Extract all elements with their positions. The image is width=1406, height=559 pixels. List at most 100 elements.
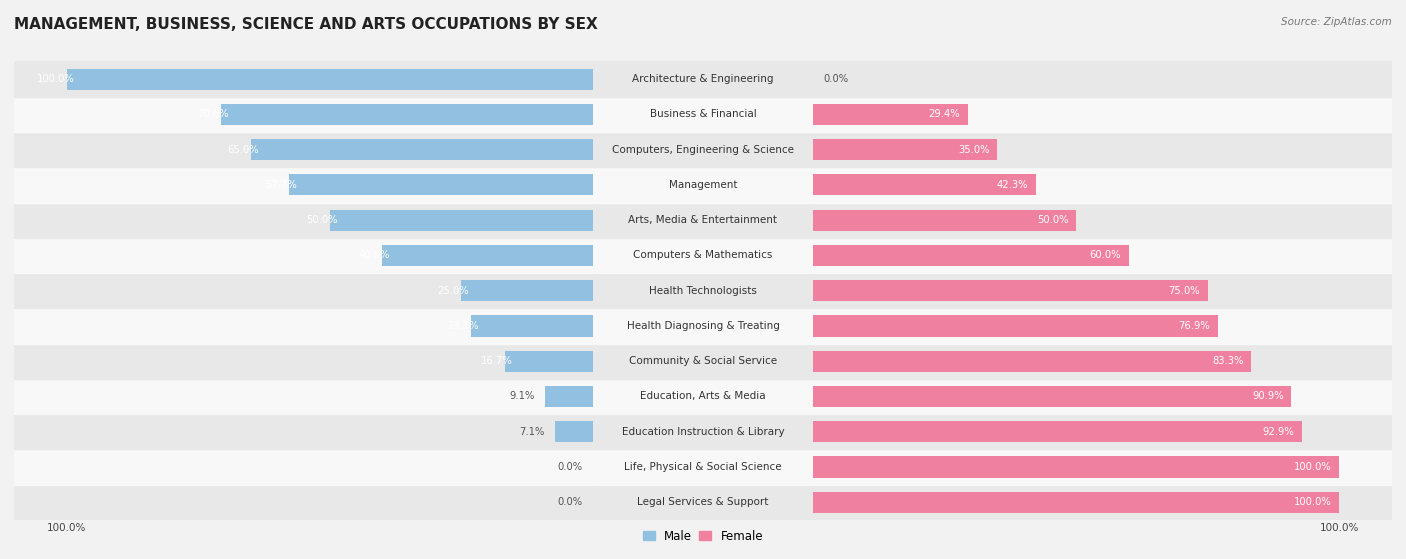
Bar — [593, 132, 813, 167]
Text: 76.9%: 76.9% — [1178, 321, 1211, 331]
Text: 92.9%: 92.9% — [1263, 427, 1294, 437]
Text: Computers & Mathematics: Computers & Mathematics — [633, 250, 773, 260]
Text: Legal Services & Support: Legal Services & Support — [637, 498, 769, 507]
Bar — [813, 167, 1392, 202]
Text: 0.0%: 0.0% — [557, 498, 582, 507]
Text: Education Instruction & Library: Education Instruction & Library — [621, 427, 785, 437]
Bar — [813, 202, 1392, 238]
Bar — [471, 315, 593, 337]
Bar — [593, 167, 813, 202]
Bar — [813, 210, 1076, 231]
Bar — [813, 238, 1392, 273]
Bar — [813, 139, 997, 160]
Bar — [813, 61, 1392, 97]
Text: Life, Physical & Social Science: Life, Physical & Social Science — [624, 462, 782, 472]
Text: Source: ZipAtlas.com: Source: ZipAtlas.com — [1281, 17, 1392, 27]
Bar — [505, 350, 593, 372]
Bar — [330, 210, 593, 231]
Text: 35.0%: 35.0% — [957, 145, 990, 155]
Bar — [14, 273, 593, 309]
Bar — [813, 273, 1392, 309]
Bar — [14, 167, 593, 202]
Bar — [593, 309, 813, 344]
Bar — [221, 104, 593, 125]
Bar — [14, 202, 593, 238]
Bar — [813, 414, 1392, 449]
Bar — [14, 379, 593, 414]
Text: Computers, Engineering & Science: Computers, Engineering & Science — [612, 145, 794, 155]
Bar — [66, 69, 593, 89]
Text: 83.3%: 83.3% — [1212, 356, 1243, 366]
Bar — [813, 344, 1392, 379]
Bar — [813, 97, 1392, 132]
Bar — [14, 132, 593, 167]
Bar — [813, 386, 1292, 407]
Text: Community & Social Service: Community & Social Service — [628, 356, 778, 366]
Bar — [813, 315, 1218, 337]
Bar — [461, 280, 593, 301]
Bar — [14, 414, 593, 449]
Bar — [593, 485, 813, 520]
Bar — [593, 97, 813, 132]
Text: Architecture & Engineering: Architecture & Engineering — [633, 74, 773, 84]
Bar — [382, 245, 593, 266]
Text: 100.0%: 100.0% — [1294, 462, 1331, 472]
Text: 60.0%: 60.0% — [1090, 250, 1121, 260]
Text: 25.0%: 25.0% — [437, 286, 470, 296]
Text: 40.0%: 40.0% — [359, 250, 391, 260]
Text: 57.7%: 57.7% — [266, 180, 297, 190]
Bar — [813, 132, 1392, 167]
Bar — [14, 61, 593, 97]
Bar — [593, 414, 813, 449]
Text: Management: Management — [669, 180, 737, 190]
Bar — [593, 344, 813, 379]
Bar — [813, 421, 1302, 442]
Bar — [593, 379, 813, 414]
Text: MANAGEMENT, BUSINESS, SCIENCE AND ARTS OCCUPATIONS BY SEX: MANAGEMENT, BUSINESS, SCIENCE AND ARTS O… — [14, 17, 598, 32]
Text: Business & Financial: Business & Financial — [650, 110, 756, 120]
Text: 0.0%: 0.0% — [824, 74, 849, 84]
Text: 9.1%: 9.1% — [509, 391, 534, 401]
Text: 50.0%: 50.0% — [1036, 215, 1069, 225]
Bar — [813, 280, 1208, 301]
Bar — [813, 104, 967, 125]
Bar — [813, 174, 1036, 196]
Text: 7.1%: 7.1% — [520, 427, 546, 437]
Bar — [290, 174, 593, 196]
Text: 90.9%: 90.9% — [1251, 391, 1284, 401]
Text: 0.0%: 0.0% — [557, 462, 582, 472]
Text: 70.6%: 70.6% — [198, 110, 229, 120]
Text: 23.1%: 23.1% — [447, 321, 479, 331]
Bar — [593, 238, 813, 273]
Text: Health Technologists: Health Technologists — [650, 286, 756, 296]
Bar — [14, 485, 593, 520]
Bar — [813, 350, 1251, 372]
Bar — [813, 492, 1340, 513]
Bar — [14, 344, 593, 379]
Bar — [546, 386, 593, 407]
Bar — [813, 485, 1392, 520]
Bar — [250, 139, 593, 160]
Text: 100.0%: 100.0% — [37, 74, 75, 84]
Bar — [14, 238, 593, 273]
Legend: Male, Female: Male, Female — [638, 525, 768, 547]
Text: 100.0%: 100.0% — [1294, 498, 1331, 507]
Bar — [593, 273, 813, 309]
Bar — [14, 309, 593, 344]
Text: 16.7%: 16.7% — [481, 356, 513, 366]
Text: 65.0%: 65.0% — [228, 145, 259, 155]
Bar — [593, 202, 813, 238]
Bar — [813, 245, 1129, 266]
Text: Education, Arts & Media: Education, Arts & Media — [640, 391, 766, 401]
Bar — [14, 449, 593, 485]
Bar — [813, 456, 1340, 477]
Text: 29.4%: 29.4% — [928, 110, 960, 120]
Bar — [593, 449, 813, 485]
Bar — [555, 421, 593, 442]
Bar — [813, 379, 1392, 414]
Text: Health Diagnosing & Treating: Health Diagnosing & Treating — [627, 321, 779, 331]
Text: 75.0%: 75.0% — [1168, 286, 1199, 296]
Text: Arts, Media & Entertainment: Arts, Media & Entertainment — [628, 215, 778, 225]
Text: 42.3%: 42.3% — [997, 180, 1028, 190]
Bar — [14, 97, 593, 132]
